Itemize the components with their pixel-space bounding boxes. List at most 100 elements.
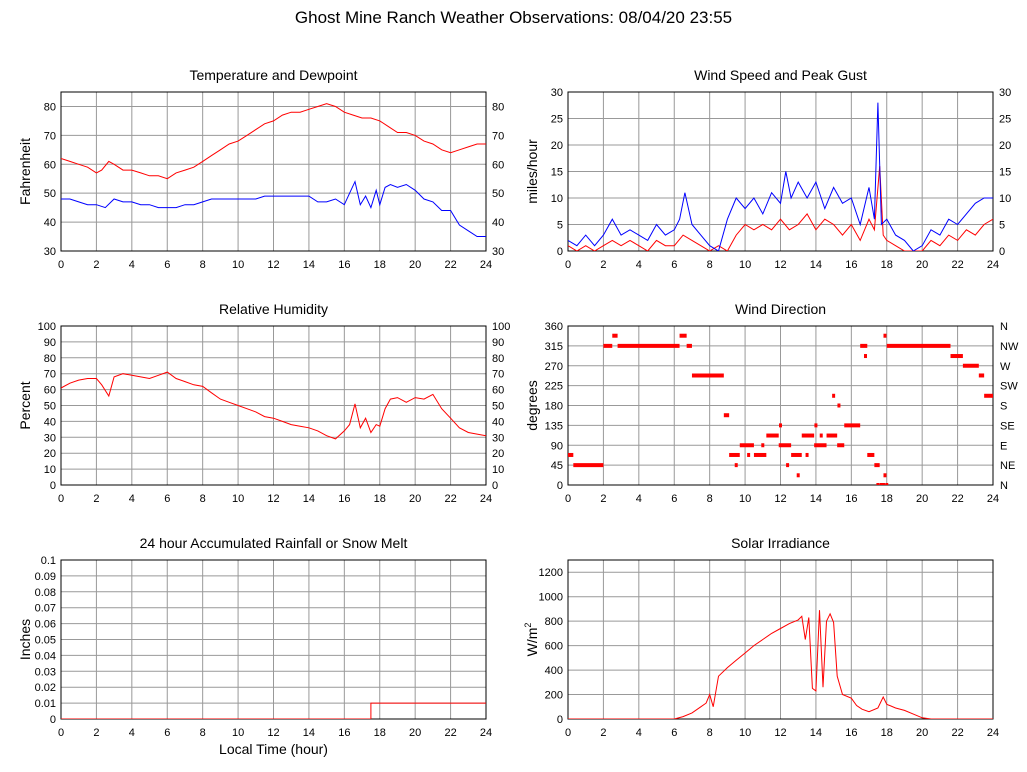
temperature-frame xyxy=(60,91,487,252)
x-tick-label: 18 xyxy=(374,727,386,739)
y-right-tick-label: 80 xyxy=(492,101,504,113)
compass-tick-label: N xyxy=(1000,321,1008,333)
x-tick-label: 12 xyxy=(267,259,279,271)
y-tick-label: 0.06 xyxy=(35,619,56,631)
x-tick-label: 4 xyxy=(129,727,135,739)
x-tick-label: 12 xyxy=(267,727,279,739)
solar-series-red-line xyxy=(568,610,993,719)
x-tick-label: 0 xyxy=(58,493,64,505)
x-tick-label: 0 xyxy=(58,727,64,739)
x-tick-label: 18 xyxy=(374,493,386,505)
x-tick-label: 6 xyxy=(671,493,677,505)
y-tick-label: 135 xyxy=(545,420,563,432)
compass-tick-label: W xyxy=(1000,361,1011,373)
y-right-tick-label: 0 xyxy=(999,246,1005,258)
x-tick-label: 22 xyxy=(951,259,963,271)
y-right-tick-label: 20 xyxy=(492,448,504,460)
direction-point xyxy=(761,443,765,448)
x-tick-label: 22 xyxy=(951,727,963,739)
x-tick-label: 14 xyxy=(303,259,315,271)
y-tick-label: 40 xyxy=(44,217,56,229)
y-right-tick-label: 60 xyxy=(492,385,504,397)
direction-point xyxy=(805,452,809,457)
compass-tick-label: SW xyxy=(1000,381,1018,393)
x-tick-label: 2 xyxy=(93,493,99,505)
y-tick-label: 20 xyxy=(551,140,563,152)
x-tick-label: 6 xyxy=(671,727,677,739)
y-right-tick-label: 20 xyxy=(999,140,1011,152)
wind-direction-ylabel: degrees xyxy=(524,380,540,431)
y-right-tick-label: 80 xyxy=(492,353,504,365)
y-tick-label: 30 xyxy=(44,246,56,258)
x-tick-label: 24 xyxy=(987,493,999,505)
rainfall-plot-area xyxy=(61,702,486,719)
solar-ylabel: W/m2 xyxy=(523,623,540,657)
y-tick-label: 1000 xyxy=(539,592,563,604)
y-tick-label: 800 xyxy=(545,616,563,628)
direction-point xyxy=(734,463,738,468)
x-tick-label: 10 xyxy=(232,727,244,739)
x-tick-label: 4 xyxy=(129,493,135,505)
y-tick-label: 0 xyxy=(557,246,563,258)
y-tick-label: 50 xyxy=(44,188,56,200)
rainfall-ylabel: Inches xyxy=(17,619,33,660)
rainfall-series-red-line xyxy=(61,702,486,719)
y-right-tick-label: 10 xyxy=(999,193,1011,205)
x-tick-label: 24 xyxy=(987,259,999,271)
solar-plot-area xyxy=(568,610,993,719)
humidity-grid xyxy=(60,325,487,486)
y-tick-label: 70 xyxy=(44,130,56,142)
x-tick-label: 14 xyxy=(303,493,315,505)
y-tick-label: 50 xyxy=(44,401,56,413)
x-tick-label: 14 xyxy=(810,493,822,505)
x-tick-label: 24 xyxy=(987,727,999,739)
x-tick-label: 4 xyxy=(129,259,135,271)
y-tick-label: 30 xyxy=(551,87,563,99)
x-tick-label: 6 xyxy=(671,259,677,271)
humidity-plot-area xyxy=(61,371,486,440)
ylabel-text: Fahrenheit xyxy=(17,138,33,205)
x-tick-label: 6 xyxy=(164,493,170,505)
y-tick-label: 0.09 xyxy=(35,571,56,583)
wind-direction-plot-area xyxy=(568,333,993,485)
y-tick-label: 0.08 xyxy=(35,587,56,599)
x-tick-label: 20 xyxy=(409,727,421,739)
y-tick-label: 10 xyxy=(44,464,56,476)
y-right-tick-label: 50 xyxy=(492,188,504,200)
x-tick-label: 0 xyxy=(565,727,571,739)
x-tick-label: 4 xyxy=(636,493,642,505)
x-tick-label: 0 xyxy=(565,259,571,271)
y-right-tick-label: 100 xyxy=(492,321,510,333)
y-tick-label: 0 xyxy=(557,480,563,492)
temperature-series-red-line xyxy=(61,103,486,180)
x-tick-label: 22 xyxy=(444,259,456,271)
x-tick-label: 2 xyxy=(93,259,99,271)
direction-point xyxy=(876,483,880,485)
x-tick-label: 2 xyxy=(600,259,606,271)
y-tick-label: 100 xyxy=(38,321,56,333)
y-tick-label: 0.07 xyxy=(35,603,56,615)
y-tick-label: 70 xyxy=(44,369,56,381)
y-tick-label: 25 xyxy=(551,114,563,126)
compass-tick-label: N xyxy=(1000,480,1008,492)
x-tick-label: 12 xyxy=(774,727,786,739)
wind-speed-plot-area xyxy=(568,102,993,251)
wind-direction-title: Wind Direction xyxy=(735,301,826,317)
x-tick-label: 10 xyxy=(739,259,751,271)
y-tick-label: 0.03 xyxy=(35,666,56,678)
wind-speed-grid xyxy=(567,91,994,252)
x-tick-label: 22 xyxy=(444,727,456,739)
y-tick-label: 90 xyxy=(551,440,563,452)
y-tick-label: 200 xyxy=(545,690,563,702)
rainfall-grid xyxy=(60,559,487,720)
direction-point xyxy=(864,354,867,359)
wind-direction-frame xyxy=(567,325,994,486)
ylabel-text: Inches xyxy=(17,619,33,660)
x-tick-label: 18 xyxy=(374,259,386,271)
x-tick-label: 16 xyxy=(338,259,350,271)
y-right-tick-label: 90 xyxy=(492,337,504,349)
x-tick-label: 4 xyxy=(636,259,642,271)
x-tick-label: 4 xyxy=(636,727,642,739)
